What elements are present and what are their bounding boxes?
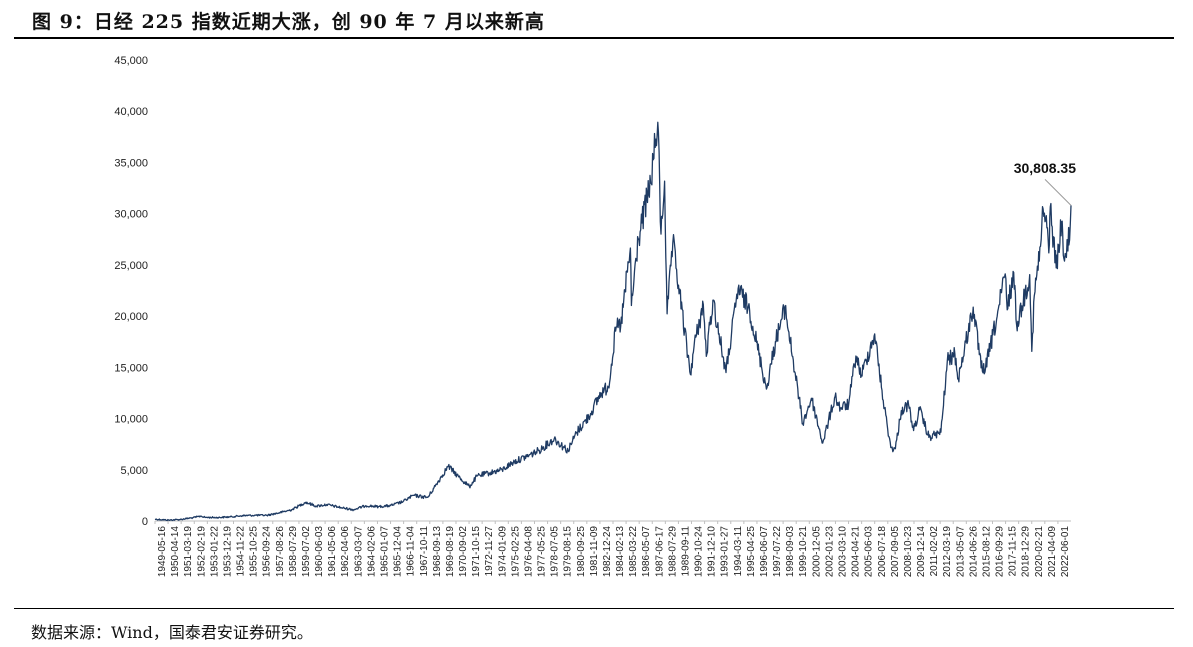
x-tick-label: 2002-01-23	[824, 526, 835, 578]
nikkei-series-line	[154, 121, 1072, 522]
x-tick-label: 1958-07-29	[288, 526, 299, 578]
x-tick-label: 1977-05-25	[537, 526, 548, 578]
x-tick-label: 1967-10-11	[419, 526, 430, 577]
x-tick-label: 2022-06-01	[1060, 526, 1071, 578]
x-tick-label: 2011-02-02	[929, 526, 940, 577]
x-tick-label: 1951-03-19	[183, 526, 194, 578]
x-tick-label: 1987-06-17	[654, 526, 665, 578]
data-source-note: 数据来源：Wind，国泰君安证券研究。	[31, 623, 313, 642]
annotation-leader-line	[1044, 179, 1072, 206]
x-tick-label: 1972-11-27	[484, 526, 495, 577]
figure-title: 图 9：日经 225 指数近期大涨，创 90 年 7 月以来新高	[32, 11, 545, 33]
x-tick-label: 1994-03-11	[733, 526, 744, 577]
x-tick-label: 1953-01-22	[209, 526, 220, 578]
x-tick-label: 2016-09-29	[995, 526, 1006, 578]
x-tick-label: 1962-04-06	[340, 526, 351, 578]
x-tick-label: 1991-12-10	[707, 526, 718, 578]
x-tick-label: 2013-05-07	[955, 526, 966, 578]
x-tick-label: 1957-08-26	[275, 526, 286, 578]
x-tick-label: 1982-12-24	[602, 526, 613, 578]
x-tick-label: 2007-09-05	[890, 526, 901, 578]
x-tick-label: 2020-02-21	[1034, 526, 1045, 578]
x-tick-label: 1953-12-19	[222, 526, 233, 578]
annotation-layer: 30,808.35	[1014, 160, 1076, 206]
x-tick-label: 1984-02-13	[615, 526, 626, 578]
x-tick-label: 1954-11-22	[236, 526, 247, 577]
x-tick-label: 1985-03-22	[628, 526, 639, 578]
x-tick-label: 1964-02-06	[366, 526, 377, 578]
bottom-rule	[14, 608, 1174, 609]
x-tick-label: 1970-09-02	[458, 526, 469, 578]
x-tick-label: 1989-09-11	[680, 526, 691, 577]
y-axis: 0 5,000 10,000 15,000 20,000 25,000 30,000 35,0…	[114, 55, 148, 528]
y-tick-label: 15,000	[114, 362, 148, 374]
x-tick-label: 1980-09-25	[576, 526, 587, 578]
x-tick-label: 1993-01-27	[720, 526, 731, 578]
x-tick-label: 1974-01-09	[497, 526, 508, 578]
y-tick-label: 10,000	[114, 414, 148, 426]
x-tick-label: 2006-07-18	[877, 526, 888, 578]
x-tick-label: 1960-06-03	[314, 526, 325, 578]
x-tick-label: 1961-05-06	[327, 526, 338, 578]
x-tick-label: 2014-06-26	[968, 526, 979, 578]
x-tick-label: 1969-08-19	[445, 526, 456, 578]
y-tick-label: 20,000	[114, 311, 148, 323]
x-tick-label: 1976-04-08	[523, 526, 534, 578]
x-tick-label: 2005-06-03	[864, 526, 875, 578]
x-tick-label: 1995-04-25	[746, 526, 757, 578]
x-tick-label: 1965-12-04	[393, 526, 404, 578]
y-tick-label: 30,000	[114, 209, 148, 221]
x-tick-label: 1949-05-16	[157, 526, 168, 578]
x-tick-label: 1968-09-13	[432, 526, 443, 578]
y-tick-label: 25,000	[114, 260, 148, 272]
x-tick-label: 1998-09-03	[785, 526, 796, 578]
y-tick-label: 45,000	[114, 55, 148, 67]
x-tick-label: 1959-07-02	[301, 526, 312, 578]
x-tick-label: 2000-12-05	[811, 526, 822, 578]
x-tick-label: 1956-09-24	[262, 526, 273, 578]
x-tick-label: 1971-10-15	[471, 526, 482, 578]
x-tick-label: 1955-10-25	[249, 526, 260, 578]
x-tick-label: 1990-10-24	[694, 526, 705, 578]
x-tick-label: 1978-07-05	[550, 526, 561, 578]
latest-value-label: 30,808.35	[1014, 160, 1076, 176]
x-tick-label: 2008-10-23	[903, 526, 914, 578]
x-axis: 1949-05-16 1950-04-14 1951-03-19 1952-02-19…	[154, 520, 1071, 578]
x-tick-label: 1963-03-07	[353, 526, 364, 578]
y-tick-label: 0	[142, 516, 148, 528]
x-tick-label: 1981-11-09	[589, 526, 600, 577]
nikkei-225-line-chart: 0 5,000 10,000 15,000 20,000 25,000 30,000 35,0…	[114, 55, 1076, 578]
series-layer	[154, 121, 1072, 522]
x-tick-label: 1965-01-07	[380, 526, 391, 578]
y-tick-label: 40,000	[114, 106, 148, 118]
x-tick-label: 2018-12-29	[1021, 526, 1032, 578]
y-tick-label: 5,000	[120, 465, 148, 477]
x-tick-label: 2021-04-09	[1047, 526, 1058, 578]
x-tick-label: 1986-05-07	[641, 526, 652, 578]
x-tick-label: 2015-08-12	[981, 526, 992, 578]
x-tick-label: 2003-03-10	[838, 526, 849, 578]
y-tick-label: 35,000	[114, 157, 148, 169]
x-tick-label: 1997-07-22	[772, 526, 783, 578]
x-tick-label: 1979-08-15	[563, 526, 574, 578]
x-tick-label: 2012-03-19	[942, 526, 953, 578]
x-tick-label: 1999-10-21	[798, 526, 809, 578]
x-tick-label: 1988-07-29	[667, 526, 678, 578]
x-tick-label: 1996-06-07	[759, 526, 770, 578]
x-tick-label: 2004-04-21	[851, 526, 862, 578]
x-tick-label: 1966-11-04	[406, 526, 417, 577]
x-tick-label: 2009-12-14	[916, 526, 927, 578]
x-tick-label: 2017-11-15	[1008, 526, 1019, 577]
x-tick-label: 1950-04-14	[170, 526, 181, 578]
x-tick-label: 1975-02-25	[510, 526, 521, 578]
top-rule	[14, 37, 1174, 39]
x-tick-label: 1952-02-19	[196, 526, 207, 578]
